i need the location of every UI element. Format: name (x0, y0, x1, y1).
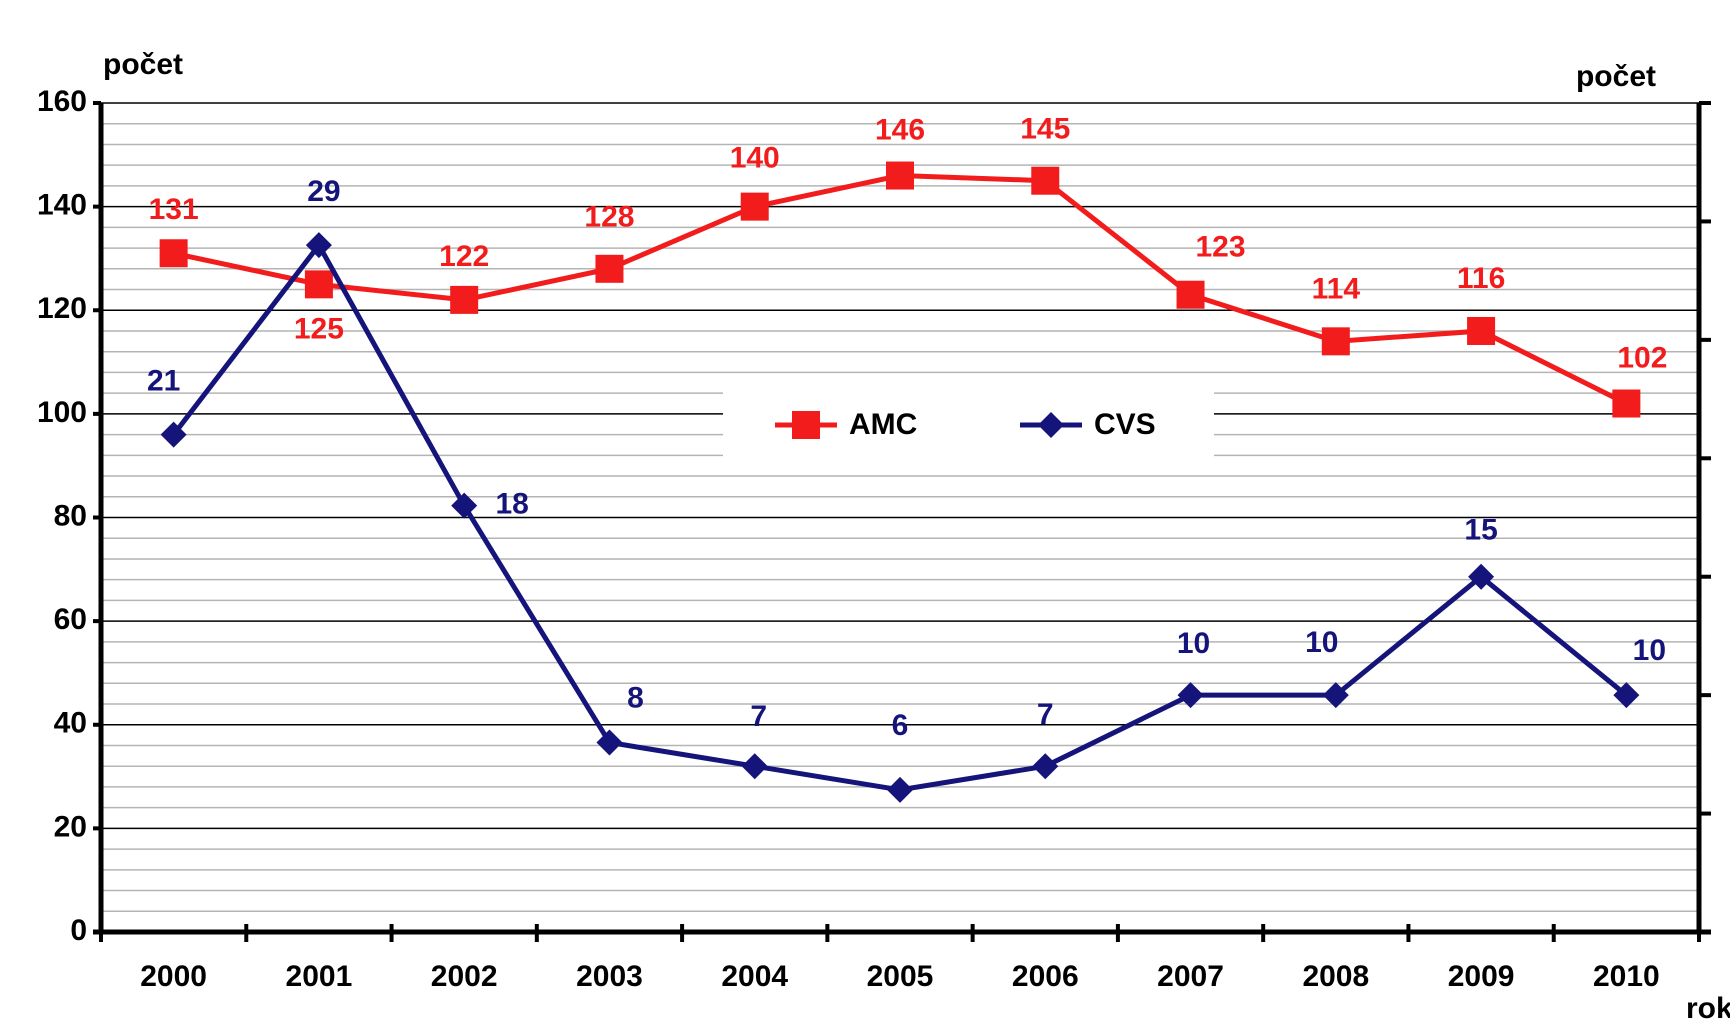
y-tick-label: 40 (54, 707, 87, 740)
data-label: 18 (495, 488, 528, 521)
marker (1031, 166, 1060, 195)
x-axis-label: rok (1686, 992, 1730, 1025)
x-tick-label: 2007 (1157, 960, 1224, 993)
x-tick-label: 2008 (1302, 960, 1369, 993)
y-tick-label: 0 (70, 914, 87, 947)
x-tick-label: 2002 (431, 960, 498, 993)
x-tick-label: 2005 (867, 960, 934, 993)
x-tick-label: 2001 (286, 960, 353, 993)
marker (1468, 563, 1495, 590)
marker (451, 492, 478, 519)
x-tick-label: 2009 (1448, 960, 1515, 993)
marker (741, 753, 768, 780)
marker (1612, 389, 1641, 418)
legend-label: CVS (1094, 408, 1156, 441)
data-label: 114 (1312, 272, 1361, 305)
marker (159, 239, 188, 268)
y-axis-label: počet (103, 48, 183, 81)
data-label: 125 (294, 312, 344, 345)
marker (792, 411, 820, 439)
y-tick-label: 60 (54, 603, 87, 636)
marker (1176, 280, 1205, 309)
data-label: 131 (149, 193, 199, 226)
y-tick-label: 100 (37, 396, 87, 429)
marker (1467, 316, 1496, 345)
data-label: 140 (730, 142, 780, 175)
data-label: 15 (1464, 514, 1497, 547)
data-label: 116 (1457, 262, 1505, 295)
x-tick-label: 2010 (1593, 960, 1660, 993)
data-label: 10 (1177, 627, 1210, 660)
x-tick-label: 2006 (1012, 960, 1079, 993)
marker (887, 776, 913, 803)
marker (304, 270, 333, 299)
data-label: 123 (1196, 231, 1246, 264)
marker (450, 285, 479, 314)
data-label: 102 (1617, 341, 1667, 374)
marker (740, 192, 769, 221)
data-label: 10 (1633, 634, 1666, 667)
data-label: 21 (147, 365, 180, 398)
data-label: 145 (1020, 113, 1070, 146)
marker (886, 161, 914, 190)
marker (1038, 412, 1064, 438)
y-tick-label: 80 (54, 499, 87, 532)
data-label: 7 (1037, 698, 1054, 731)
x-tick-label: 2004 (721, 960, 788, 993)
x-tick-label: 2003 (576, 960, 643, 993)
data-label: 7 (750, 700, 767, 733)
y-tick-label: 160 (37, 85, 87, 118)
y2-axis-label: počet (1576, 60, 1656, 93)
data-label: 8 (627, 681, 644, 714)
data-label: 146 (875, 113, 925, 146)
y-tick-label: 120 (37, 292, 87, 325)
data-label: 10 (1305, 626, 1338, 659)
marker (305, 232, 332, 259)
marker (1321, 327, 1350, 356)
marker (160, 421, 187, 448)
data-label: 6 (892, 709, 909, 742)
data-label: 122 (439, 240, 489, 273)
marker (1613, 682, 1640, 709)
marker (595, 254, 624, 283)
marker (1177, 682, 1204, 709)
data-label: 29 (307, 175, 340, 208)
marker (1322, 682, 1349, 709)
x-tick-label: 2000 (140, 960, 207, 993)
legend-label: AMC (849, 408, 917, 441)
marker (1032, 753, 1059, 780)
y-tick-label: 140 (37, 189, 87, 222)
marker (596, 729, 623, 756)
y-tick-label: 20 (54, 810, 87, 843)
data-label: 128 (584, 201, 634, 234)
